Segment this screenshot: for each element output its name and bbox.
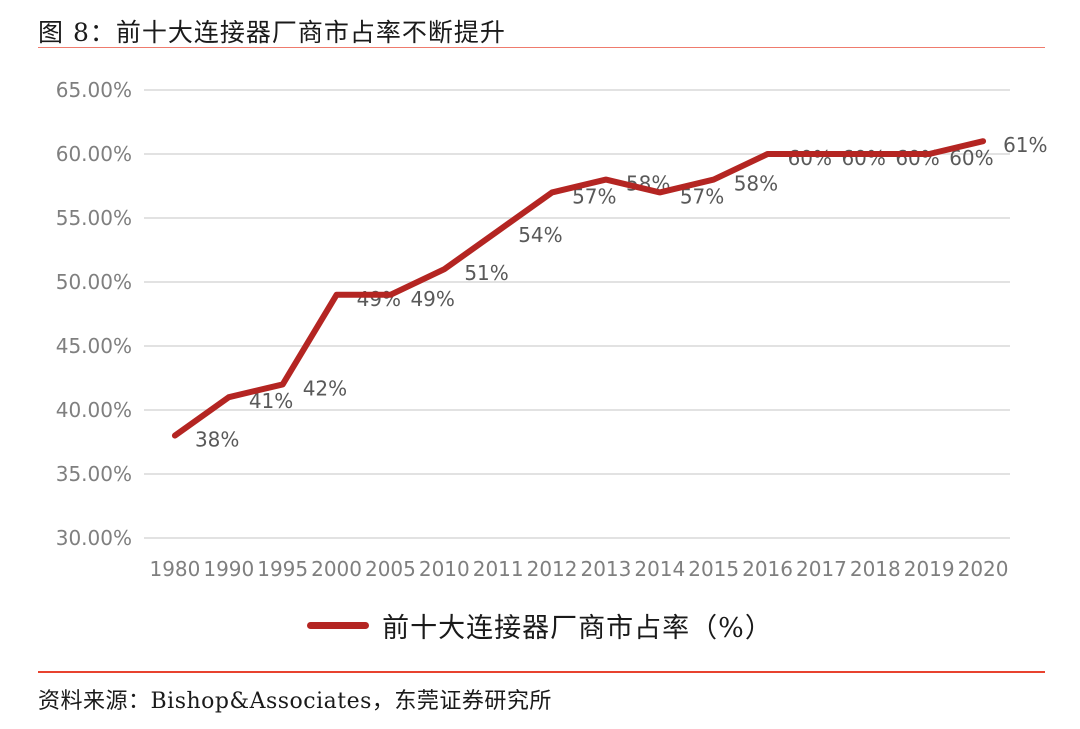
x-tick-label: 2018	[850, 557, 901, 581]
data-label: 58%	[734, 172, 778, 196]
data-label: 60%	[895, 146, 939, 170]
x-tick-label: 2016	[742, 557, 793, 581]
data-label: 51%	[464, 261, 508, 285]
data-source-note: 资料来源：Bishop&Associates，东莞证券研究所	[38, 689, 552, 714]
data-label: 61%	[1003, 133, 1047, 157]
legend-series-label: 前十大连接器厂商市占率（%）	[382, 613, 773, 644]
x-tick-label: 2019	[904, 557, 955, 581]
title-divider	[38, 47, 1045, 48]
series-line	[171, 138, 987, 439]
x-tick-label: 2017	[796, 557, 847, 581]
x-tick-label: 2010	[419, 557, 470, 581]
x-tick-label: 1995	[257, 557, 308, 581]
data-label: 42%	[303, 376, 347, 400]
y-tick-label: 55.00%	[56, 206, 132, 230]
data-label: 60%	[841, 146, 885, 170]
x-tick-label: 1980	[149, 557, 200, 581]
y-tick-label: 60.00%	[56, 142, 132, 166]
legend-line-swatch-icon	[307, 622, 370, 629]
y-tick-label: 65.00%	[56, 78, 132, 102]
y-tick-label: 35.00%	[56, 462, 132, 486]
figure-title: 图 8：前十大连接器厂商市占率不断提升	[38, 18, 506, 47]
data-label: 60%	[788, 146, 832, 170]
data-label: 49%	[410, 287, 454, 311]
x-tick-label: 2013	[580, 557, 631, 581]
x-tick-label: 2015	[688, 557, 739, 581]
data-label: 54%	[518, 223, 562, 247]
x-tick-label: 1990	[203, 557, 254, 581]
chart-legend: 前十大连接器厂商市占率（%）	[0, 606, 1080, 645]
y-tick-label: 30.00%	[56, 526, 132, 550]
y-tick-label: 45.00%	[56, 334, 132, 358]
x-tick-label: 2005	[365, 557, 416, 581]
x-tick-label: 2011	[473, 557, 524, 581]
x-tick-label: 2000	[311, 557, 362, 581]
footer-divider	[38, 671, 1045, 673]
data-label: 38%	[195, 428, 239, 452]
x-tick-label: 2012	[527, 557, 578, 581]
y-tick-label: 50.00%	[56, 270, 132, 294]
y-tick-label: 40.00%	[56, 398, 132, 422]
x-tick-label: 2020	[958, 557, 1009, 581]
x-tick-label: 2014	[634, 557, 685, 581]
